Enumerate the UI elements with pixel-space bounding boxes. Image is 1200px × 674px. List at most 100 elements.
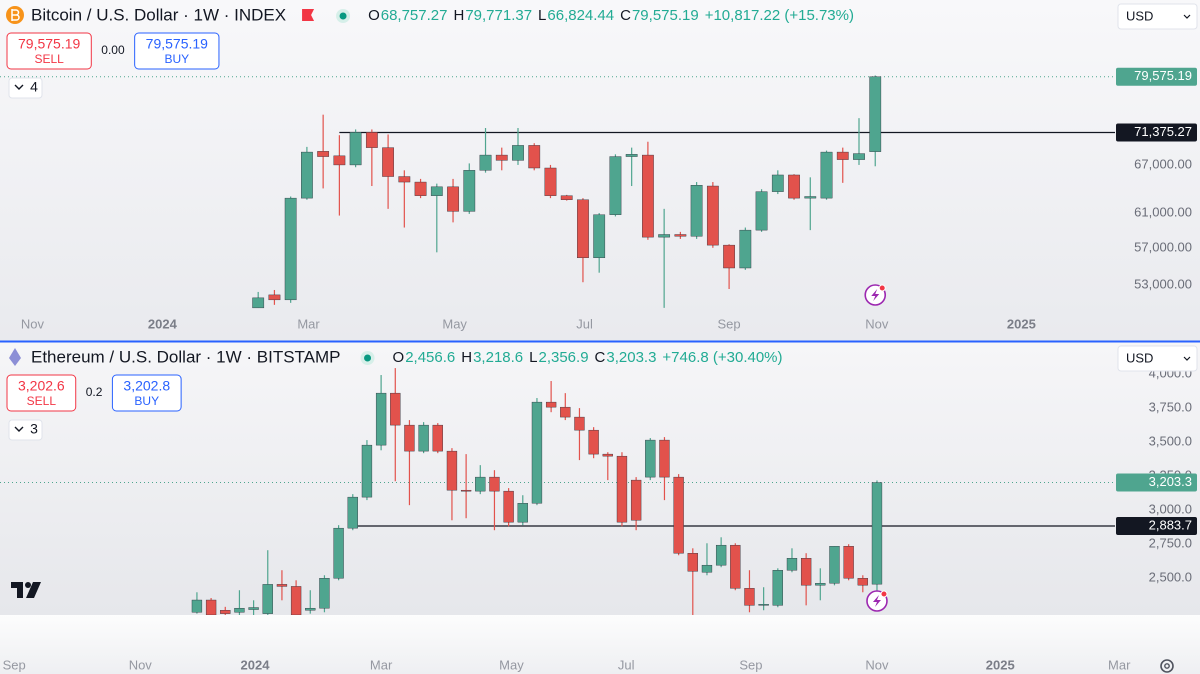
- candle-body: [772, 570, 783, 606]
- candle-body: [804, 196, 817, 199]
- x-tick-label: Jul: [618, 657, 635, 672]
- candle-body: [625, 154, 638, 157]
- candle-body: [333, 155, 346, 166]
- chart-pane: 53,000.00 57,000.00 61,000.00 67,000.00 Nov 2…: [0, 3, 1198, 331]
- candle-body: [701, 564, 713, 573]
- symbol-title: Ethereum / U.S. Dollar · 1W · BITSTAMP: [31, 347, 341, 366]
- candle-body: [517, 503, 528, 523]
- candle-body: [390, 392, 401, 426]
- buy-box: [111, 374, 182, 412]
- ohlc-key: H: [453, 7, 464, 24]
- candle-body: [755, 191, 768, 231]
- candle-body: [317, 151, 330, 157]
- ohlc-value: 2,456.6: [405, 349, 455, 366]
- candle-body: [815, 583, 826, 586]
- y-tick-label: 61,000.00: [1134, 204, 1192, 219]
- candle-body: [869, 76, 882, 152]
- x-tick-label: Jul: [576, 316, 593, 331]
- candle-body: [301, 151, 313, 199]
- sell-price: 79,575.19: [18, 36, 80, 52]
- candle-body: [361, 444, 373, 498]
- price-label-box: [1116, 67, 1197, 86]
- collapse-button[interactable]: 4: [8, 77, 43, 99]
- price-label: 2,883.7: [1149, 517, 1192, 532]
- event-icon: [866, 590, 888, 612]
- candle-body: [658, 234, 671, 238]
- ohlc-key: O: [393, 349, 405, 366]
- ohlc-key: C: [620, 7, 631, 24]
- ohlc-value: 3,203.3: [606, 349, 656, 366]
- candle-body: [319, 578, 330, 609]
- x-tick-label: May: [499, 657, 524, 672]
- ohlc-key: H: [461, 349, 472, 366]
- collapse-button[interactable]: 3: [8, 419, 43, 441]
- y-tick-label: 67,000.00: [1134, 156, 1192, 171]
- x-tick-label: Sep: [3, 657, 26, 672]
- tradingview-logo: [11, 582, 41, 598]
- candle-body: [690, 185, 703, 237]
- change-value: +10,817.22 (+15.73%): [705, 7, 854, 24]
- collapse-box: [8, 419, 43, 441]
- candles: [191, 368, 883, 615]
- y-tick-label: 3,750.0: [1149, 400, 1192, 415]
- candle-body: [205, 599, 217, 615]
- candle-body: [512, 145, 524, 161]
- x-tick-label: Mar: [370, 657, 393, 672]
- flag-icon[interactable]: [302, 9, 315, 21]
- event-icon-dot: [880, 590, 888, 598]
- candle-body: [382, 147, 394, 177]
- candle-body: [588, 429, 599, 455]
- candle-body: [432, 424, 443, 452]
- symbol-icon: [9, 348, 21, 366]
- candle-body: [475, 476, 486, 492]
- candle-body: [788, 174, 800, 199]
- ohlc-value: 79,575.19: [632, 7, 699, 24]
- panes: 53,000.00 57,000.00 61,000.00 67,000.00 Nov 2…: [0, 3, 1198, 672]
- currency-dropdown[interactable]: USD: [1117, 345, 1198, 372]
- candle-body: [857, 578, 868, 586]
- y-tick-label: 2,750.0: [1149, 536, 1192, 551]
- candle-body: [739, 229, 752, 269]
- market-status-dot: [339, 12, 347, 20]
- candle-body: [418, 424, 429, 452]
- candle-body: [645, 439, 656, 478]
- candle-body: [276, 584, 288, 587]
- market-status-dot: [364, 354, 372, 362]
- collapse-count: 3: [30, 421, 38, 437]
- candle-body: [460, 489, 472, 492]
- sell-price: 3,202.6: [18, 378, 65, 394]
- candle-body: [503, 490, 514, 523]
- collapse-chevron: [14, 426, 24, 432]
- settings-gear[interactable]: [1160, 659, 1174, 673]
- event-icon-bolt: [871, 289, 880, 301]
- buy-box: [134, 32, 220, 70]
- candle-body: [290, 586, 302, 615]
- candle-body: [446, 450, 458, 491]
- x-tick-label: 2024: [241, 657, 271, 672]
- price-lines: [0, 76, 1115, 134]
- candle-body: [220, 610, 231, 614]
- candle-body: [479, 154, 492, 171]
- event-icon-bolt: [872, 595, 881, 607]
- change-value: +746.8 (+30.40%): [662, 349, 782, 366]
- sell-label: SELL: [34, 52, 64, 66]
- x-tick-label: Sep: [739, 657, 762, 672]
- candle-body: [574, 416, 585, 431]
- candle-body: [404, 424, 415, 452]
- candle-body: [284, 197, 297, 301]
- buy-label: BUY: [134, 394, 159, 408]
- candle-body: [528, 145, 541, 169]
- candle-body: [414, 181, 427, 196]
- candle-body: [252, 297, 265, 309]
- candle-body: [758, 604, 769, 606]
- candle-body: [560, 406, 571, 418]
- sell-box: [6, 32, 92, 70]
- currency-dropdown[interactable]: USD: [1117, 3, 1198, 30]
- currency-box: [1117, 345, 1198, 372]
